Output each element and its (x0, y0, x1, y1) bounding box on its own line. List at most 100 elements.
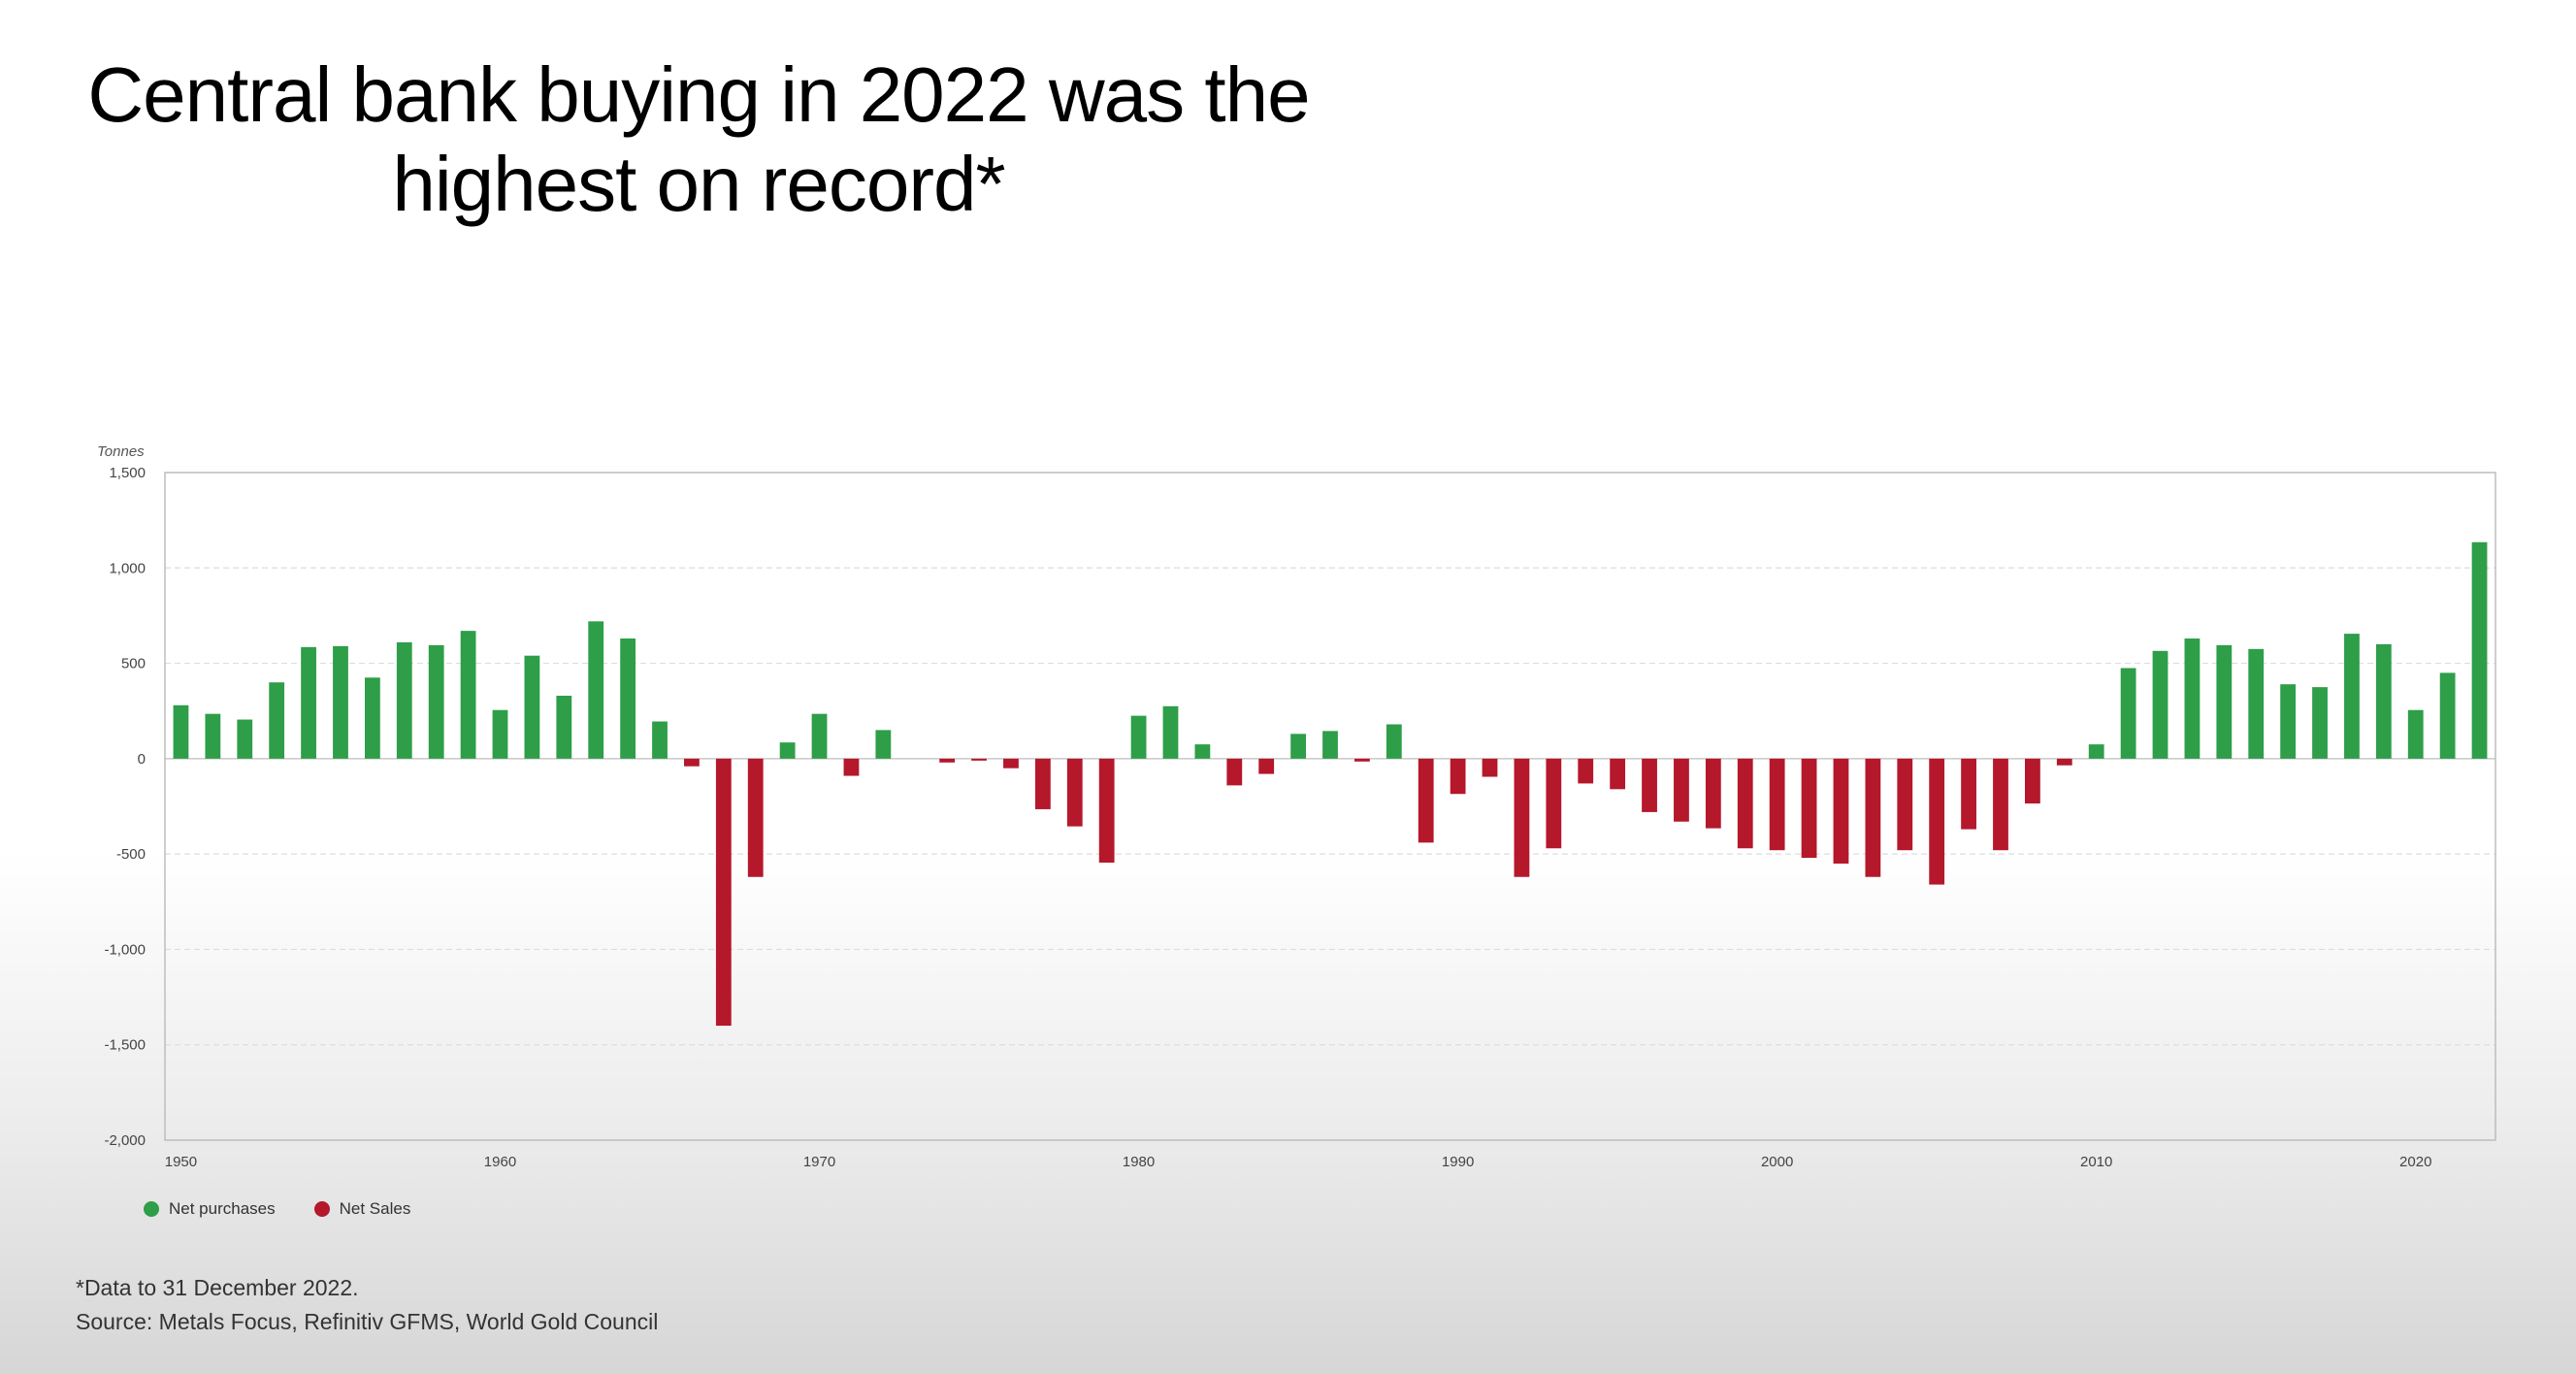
bar-1999 (1737, 758, 1753, 849)
bar-2006 (1961, 758, 1976, 830)
x-tick-label: 1960 (484, 1154, 516, 1170)
bar-2010 (2088, 744, 2104, 759)
bar-1959 (460, 631, 476, 759)
bar-1969 (779, 742, 796, 759)
x-tick-label: 2010 (2080, 1154, 2112, 1170)
bar-2018 (2344, 634, 2360, 759)
grid-lines (165, 472, 2495, 1141)
bar-1952 (237, 719, 253, 759)
y-tick-label: -1,500 (104, 1037, 146, 1054)
bar-1982 (1194, 744, 1211, 759)
title-line-2: highest on record* (392, 141, 1005, 227)
bar-2000 (1769, 758, 1785, 851)
bar-1985 (1290, 734, 1306, 759)
bar-1971 (843, 758, 860, 776)
bar-2012 (2152, 650, 2168, 759)
bar-2016 (2280, 684, 2297, 759)
bar-1981 (1162, 705, 1179, 759)
bar-1984 (1258, 758, 1275, 774)
bar-1997 (1674, 758, 1689, 822)
footnote-source: Source: Metals Focus, Refinitiv GFMS, Wo… (76, 1309, 659, 1334)
sales-swatch-icon (313, 1201, 330, 1217)
bar-1977 (1034, 758, 1051, 809)
bar-1962 (556, 695, 572, 759)
bar-2004 (1897, 758, 1913, 851)
x-tick-label: 1950 (165, 1154, 197, 1170)
bar-1983 (1226, 758, 1243, 786)
bar-1961 (524, 655, 540, 759)
title-line-1: Central bank buying in 2022 was the (87, 51, 1310, 138)
bar-2011 (2120, 668, 2136, 759)
bar-1960 (492, 709, 508, 759)
bar-2001 (1801, 758, 1817, 859)
bar-1996 (1642, 758, 1657, 812)
bar-2021 (2439, 672, 2456, 759)
x-tick-label: 2020 (2399, 1154, 2431, 1170)
purchases-swatch-icon (144, 1201, 159, 1217)
x-tick-label: 1970 (803, 1154, 835, 1170)
bar-1956 (364, 677, 380, 759)
bar-2002 (1833, 758, 1849, 864)
bar-1976 (1003, 758, 1019, 769)
bar-2014 (2216, 644, 2233, 759)
page-title: Central bank buying in 2022 was the high… (0, 50, 1397, 229)
x-tick-label: 1990 (1442, 1154, 1474, 1170)
bar-2019 (2375, 643, 2392, 759)
bar-1974 (939, 758, 956, 763)
bar-1972 (875, 730, 892, 759)
bar-1970 (811, 713, 828, 759)
legend-item-sales: Net Sales (313, 1199, 411, 1219)
bar-1951 (205, 713, 221, 759)
bar-1968 (747, 758, 764, 877)
bar-1992 (1514, 758, 1530, 877)
bar-1998 (1705, 758, 1721, 829)
legend-label-purchases: Net purchases (169, 1199, 276, 1218)
bar-1957 (396, 641, 412, 759)
bar-2015 (2248, 648, 2265, 759)
y-tick-label: 0 (138, 751, 146, 768)
bar-1958 (428, 644, 444, 759)
bar-2003 (1865, 758, 1881, 877)
bar-2009 (2056, 758, 2072, 766)
x-tick-label: 1980 (1123, 1154, 1155, 1170)
legend-label-sales: Net Sales (339, 1199, 411, 1218)
bar-2013 (2184, 638, 2201, 759)
bar-1991 (1482, 758, 1498, 777)
y-tick-label: -2,000 (104, 1132, 146, 1149)
bar-1988 (1386, 724, 1402, 759)
bar-1955 (333, 645, 348, 759)
bar-2020 (2407, 709, 2424, 759)
y-tick-label: 1,000 (109, 560, 146, 576)
bar-1964 (620, 638, 636, 759)
gold-demand-bar-chart: Tonnes 1,500 1,000 500 0 -500 -1,000 -1,500 -2,… (97, 443, 2496, 1170)
footnote-date: *Data to 31 December 2022. (76, 1275, 359, 1300)
bar-2005 (1929, 758, 1945, 885)
bar-1986 (1322, 731, 1338, 759)
bar-1994 (1578, 758, 1594, 784)
bar-1975 (971, 758, 987, 761)
footnote: *Data to 31 December 2022. Source: Metal… (76, 1271, 658, 1339)
bar-1978 (1066, 758, 1083, 827)
legend: Net purchases Net Sales (144, 1199, 410, 1219)
bar-1950 (173, 704, 189, 759)
bar-2017 (2312, 687, 2328, 759)
bar-1966 (684, 758, 700, 767)
plot-frame (164, 472, 2496, 1141)
bar-1965 (652, 721, 668, 759)
bars (173, 541, 2488, 1027)
legend-item-purchases: Net purchases (144, 1199, 276, 1219)
bar-2008 (2024, 758, 2040, 804)
bar-1953 (269, 682, 285, 759)
x-axis-ticks: 1950 1960 1970 1980 1990 2000 2010 2020 (165, 1154, 2432, 1170)
y-tick-label: 1,500 (109, 465, 146, 481)
x-tick-label: 2000 (1761, 1154, 1793, 1170)
y-tick-label: -500 (116, 846, 146, 863)
bar-1980 (1130, 715, 1147, 759)
bar-1989 (1418, 758, 1434, 843)
bar-1990 (1450, 758, 1466, 795)
bar-1993 (1546, 758, 1562, 849)
bar-1954 (301, 646, 316, 759)
bar-2007 (1993, 758, 2008, 851)
bar-1979 (1098, 758, 1115, 863)
y-tick-label: -1,000 (104, 941, 146, 958)
